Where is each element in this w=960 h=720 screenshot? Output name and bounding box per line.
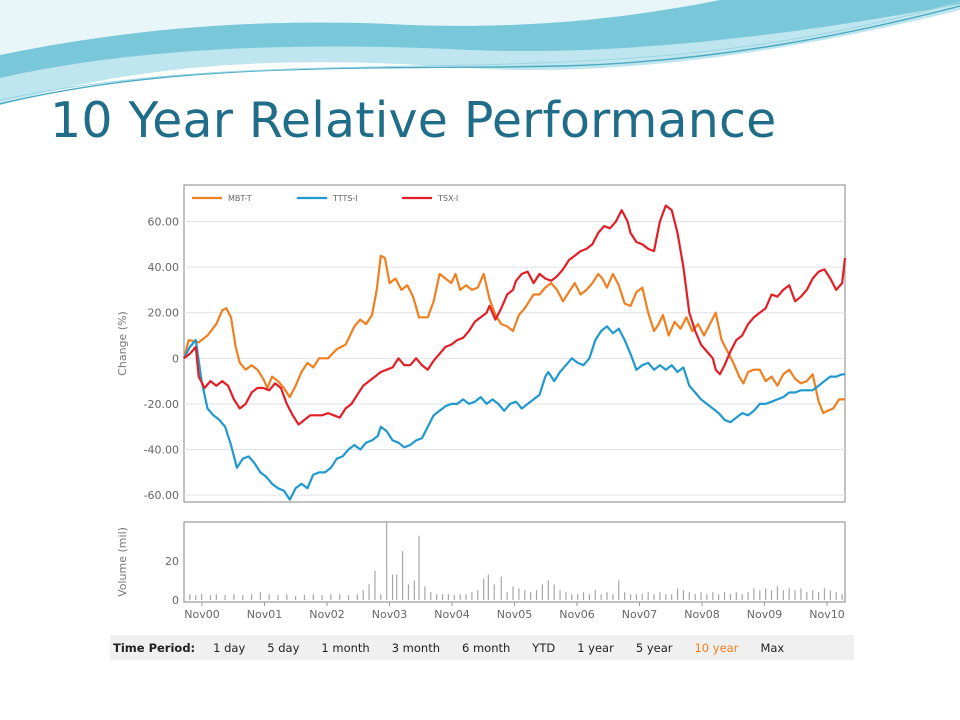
x-tick-label: Nov05 <box>497 608 532 621</box>
x-tick-label: Nov00 <box>184 608 219 621</box>
volume-tick-label: 0 <box>172 594 179 607</box>
y-axis-label: Change (%) <box>116 311 129 376</box>
time-period-1-month[interactable]: 1 month <box>321 640 370 655</box>
time-period-3-month[interactable]: 3 month <box>391 640 440 655</box>
performance-chart: 60.00 40.00 20.00 0 -20.00 -40.00 -60.00 Change… <box>116 184 847 621</box>
series-line-ttts-i <box>183 325 845 501</box>
legend-label: TTTS-I <box>332 194 358 203</box>
y-tick-label: 60.00 <box>148 215 180 228</box>
x-tick-label: Nov10 <box>809 608 844 621</box>
y-tick-label: -60.00 <box>144 489 179 502</box>
legend-label: TSX-I <box>437 194 458 203</box>
x-tick-label: Nov06 <box>559 608 594 621</box>
slide-title: 10 Year Relative Performance <box>50 92 777 149</box>
time-period-1-year[interactable]: 1 year <box>577 640 614 655</box>
main-plot-frame <box>183 184 846 503</box>
x-tick-label: Nov03 <box>372 608 407 621</box>
time-period-ytd[interactable]: YTD <box>532 640 556 655</box>
legend-label: MBT-T <box>228 194 252 203</box>
x-tick-label: Nov09 <box>747 608 782 621</box>
volume-tick-label: 20 <box>165 555 179 568</box>
series-line-tsx-i <box>183 204 847 426</box>
time-period-6-month[interactable]: 6 month <box>462 640 511 655</box>
y-tick-label: 40.00 <box>148 261 180 274</box>
time-period-bar: Time Period: 1 day 5 day 1 month 3 month… <box>110 635 854 660</box>
time-period-5-year[interactable]: 5 year <box>635 640 673 655</box>
y-tick-label: 20.00 <box>148 307 180 320</box>
time-period-max[interactable]: Max <box>760 640 785 655</box>
y-tick-label: 0 <box>172 352 179 365</box>
volume-axis-label: Volume (mil) <box>116 527 129 597</box>
x-tick-label: Nov04 <box>434 608 469 621</box>
time-period-1-day[interactable]: 1 day <box>213 640 246 655</box>
time-period-10-year[interactable]: 10 year <box>694 640 739 655</box>
time-period-5-day[interactable]: 5 day <box>267 640 300 655</box>
x-tick-label: Nov01 <box>247 608 282 621</box>
header-wave-decoration <box>0 0 960 105</box>
y-tick-label: -20.00 <box>144 398 179 411</box>
performance-chart-panel: 60.00 40.00 20.00 0 -20.00 -40.00 -60.00 Change… <box>104 172 878 660</box>
x-tick-label: Nov07 <box>622 608 657 621</box>
x-tick-label: Nov08 <box>684 608 719 621</box>
y-tick-label: -40.00 <box>144 444 179 457</box>
volume-plot-frame <box>183 521 846 603</box>
series-line-mbt-t <box>182 254 845 415</box>
time-period-label: Time Period: <box>113 640 196 655</box>
x-tick-label: Nov02 <box>309 608 344 621</box>
